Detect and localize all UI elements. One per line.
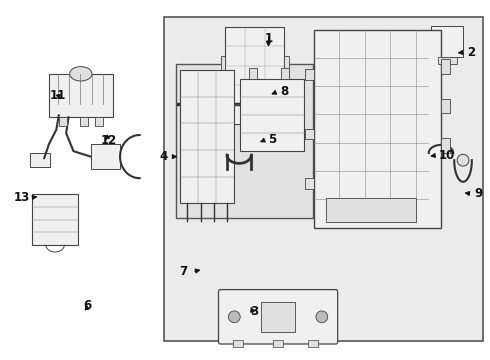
Bar	[438, 57, 457, 64]
Bar	[281, 68, 289, 79]
Text: 11: 11	[49, 89, 66, 102]
Bar	[240, 79, 304, 151]
Bar	[164, 17, 483, 341]
Bar	[80, 117, 88, 126]
Bar	[95, 117, 102, 126]
Bar	[233, 340, 243, 347]
Bar	[176, 64, 313, 218]
Bar	[441, 99, 450, 113]
Bar	[180, 70, 234, 203]
FancyBboxPatch shape	[219, 289, 338, 344]
Text: 13: 13	[14, 191, 30, 204]
Bar	[308, 340, 318, 347]
Bar	[49, 74, 113, 117]
Bar	[314, 30, 441, 228]
Bar	[32, 194, 78, 245]
Bar	[305, 178, 314, 189]
Text: 3: 3	[250, 305, 258, 318]
Text: 6: 6	[83, 300, 91, 312]
Text: 1: 1	[265, 32, 272, 45]
Bar	[249, 68, 257, 79]
Text: 8: 8	[280, 85, 289, 98]
Bar	[225, 27, 284, 124]
Bar	[305, 129, 314, 139]
Text: 9: 9	[474, 187, 483, 200]
Bar	[441, 59, 450, 74]
Bar	[326, 198, 416, 222]
Bar	[220, 56, 225, 95]
Bar	[431, 26, 463, 57]
Text: 4: 4	[159, 150, 168, 163]
Text: 5: 5	[269, 133, 277, 146]
Bar	[261, 302, 295, 332]
Bar	[284, 56, 289, 95]
Bar	[30, 153, 50, 167]
Text: 2: 2	[467, 46, 475, 59]
Bar	[59, 117, 67, 126]
Text: 7: 7	[179, 265, 187, 278]
Circle shape	[316, 311, 328, 323]
Bar	[441, 139, 450, 153]
Text: 10: 10	[439, 149, 455, 162]
Circle shape	[228, 311, 240, 323]
Bar	[273, 340, 283, 347]
Circle shape	[457, 154, 469, 166]
Bar	[91, 144, 120, 169]
Ellipse shape	[70, 67, 92, 81]
Bar	[305, 69, 314, 80]
Text: 12: 12	[100, 134, 117, 147]
